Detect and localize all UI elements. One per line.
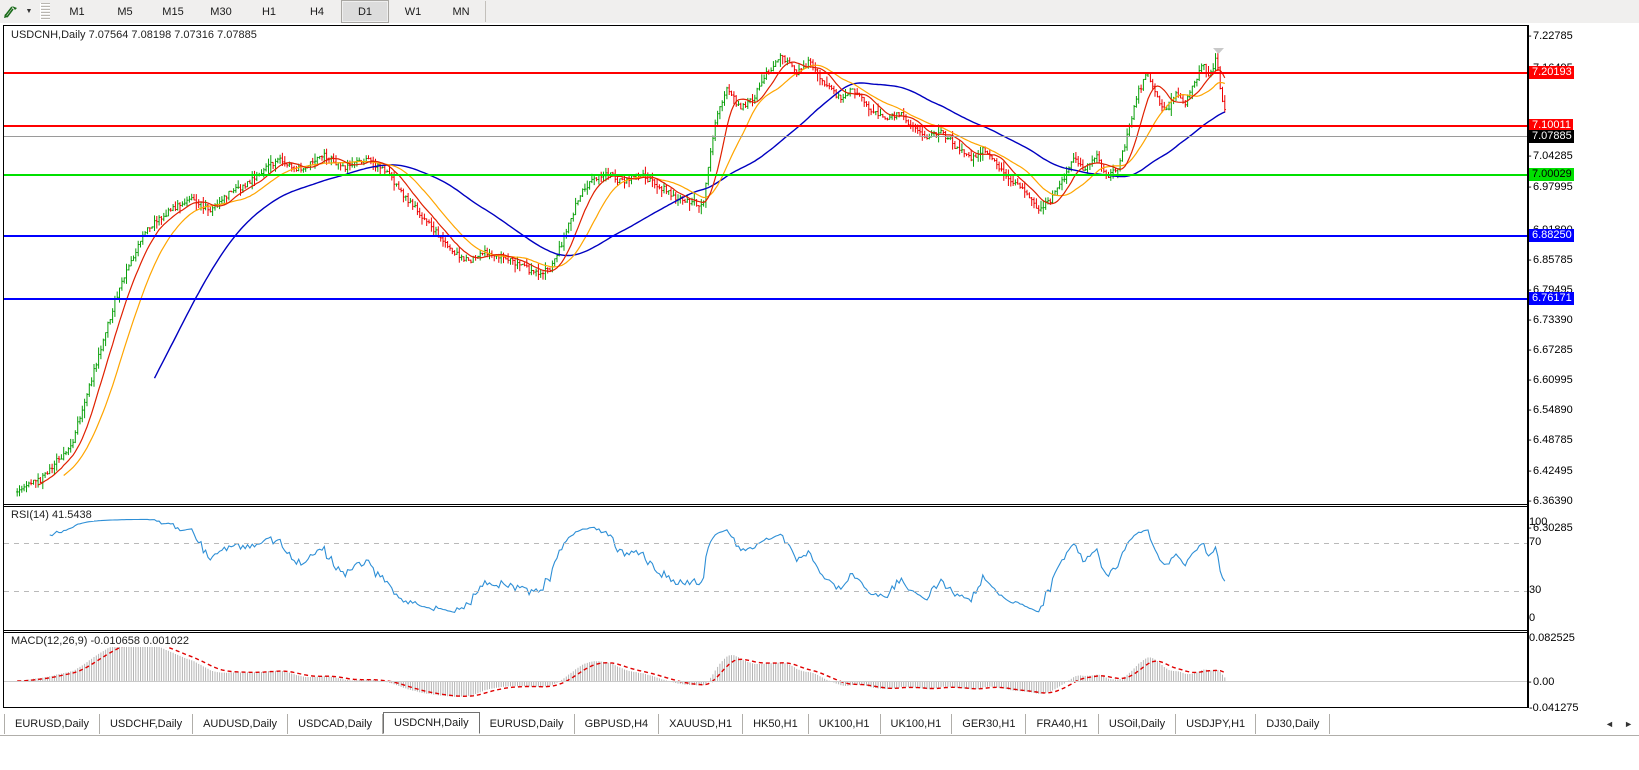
toolbar-drag-handle[interactable]	[40, 3, 50, 20]
macd-tick: 0.082525	[1529, 632, 1575, 644]
timeframe-m5[interactable]: M5	[117, 5, 133, 18]
price-tick: -6.42495	[1528, 465, 1573, 477]
price-tick: -6.79495	[1528, 284, 1573, 296]
timeframe-m1[interactable]: M1	[69, 5, 85, 18]
chart-area[interactable]: USDCNH,Daily 7.07564 7.08198 7.07316 7.0…	[0, 23, 1639, 723]
price-tick: -6.54890	[1528, 404, 1573, 416]
tab-usdchf-daily[interactable]: USDCHF,Daily	[100, 714, 194, 734]
tab-prev-icon[interactable]: ◄	[1605, 719, 1614, 729]
price-tick: -6.48785	[1528, 434, 1573, 446]
macd-pane[interactable]: MACD(12,26,9) -0.010658 0.001022	[4, 632, 1527, 707]
cursor-crosshair-icon[interactable]	[0, 1, 22, 22]
tab-uk100-h1-2[interactable]: UK100,H1	[881, 714, 953, 734]
rsi-tick: 100	[1529, 516, 1548, 528]
main-toolbar: ▼ M1 M5 M15 M30 H1 H4 D1 W1 MN	[0, 0, 1639, 24]
macd-tick: -0.00	[1528, 676, 1555, 688]
price-tick: -6.67285	[1528, 344, 1573, 356]
tab-usdjpy-h1[interactable]: USDJPY,H1	[1176, 714, 1257, 734]
level-line-6.88250[interactable]	[4, 235, 1527, 237]
macd-zero-line	[4, 681, 1527, 682]
level-label-7.10011[interactable]: 7.10011	[1529, 119, 1573, 132]
rsi-pane[interactable]: RSI(14) 41.5438	[4, 506, 1527, 632]
chart-plot[interactable]: USDCNH,Daily 7.07564 7.08198 7.07316 7.0…	[3, 25, 1528, 708]
level-line-7.07885[interactable]	[4, 136, 1527, 137]
chart-tabbar: EURUSD,Daily USDCHF,Daily AUDUSD,Daily U…	[0, 712, 1639, 770]
price-tick: -6.30285	[1528, 522, 1573, 534]
price-tick: -6.60995	[1528, 374, 1573, 386]
rsi-tick: 0	[1529, 612, 1536, 624]
tab-usdcad-daily[interactable]: USDCAD,Daily	[288, 714, 384, 734]
tab-eurusd-daily-2[interactable]: EURUSD,Daily	[480, 714, 575, 734]
rsi-label: RSI(14) 41.5438	[9, 509, 94, 521]
level-label-7.00029[interactable]: 7.00029	[1529, 168, 1574, 181]
tab-usoil-daily[interactable]: USOil,Daily	[1099, 714, 1177, 734]
tab-next-icon[interactable]: ►	[1624, 719, 1633, 729]
price-axis[interactable]: -7.22785 -7.16495 -7.04285 -6.97995 -6.9…	[1528, 25, 1636, 714]
axis-line	[1528, 25, 1529, 708]
tab-xauusd-h1[interactable]: XAUUSD,H1	[659, 714, 744, 734]
current-price-label[interactable]: 7.07885	[1529, 130, 1574, 143]
toolbar-empty-area	[485, 1, 1639, 22]
timeframe-m15[interactable]: M15	[162, 5, 184, 18]
price-tick: -6.36390	[1528, 495, 1573, 507]
timeframe-m30[interactable]: M30	[210, 5, 232, 18]
rsi-line-layer	[49, 518, 1226, 614]
price-tick: -6.73390	[1528, 314, 1573, 326]
timeframe-h1[interactable]: H1	[261, 5, 277, 18]
tab-audusd-daily[interactable]: AUDUSD,Daily	[193, 714, 289, 734]
timeframe-h4[interactable]: H4	[309, 5, 325, 18]
tab-uk100-h1-1[interactable]: UK100,H1	[809, 714, 881, 734]
timeframe-group: M1 M5 M15 M30 H1 H4 D1 W1 MN	[53, 0, 485, 23]
level-line-7.00029[interactable]	[4, 174, 1527, 176]
status-bar	[0, 738, 1639, 770]
tab-navigation[interactable]: ◄ ►	[1605, 716, 1633, 732]
price-tick: -7.04285	[1528, 150, 1573, 162]
level-line-6.76171[interactable]	[4, 298, 1527, 300]
price-tick: -7.22785	[1528, 30, 1573, 42]
tabbar-underline	[0, 735, 1639, 736]
price-candles-layer	[16, 52, 1226, 497]
price-tick: -6.97995	[1528, 181, 1573, 193]
price-pane[interactable]: USDCNH,Daily 7.07564 7.08198 7.07316 7.0…	[4, 26, 1527, 504]
tab-dj30-daily[interactable]: DJ30,Daily	[1256, 714, 1331, 734]
rsi-tick: 70	[1529, 536, 1542, 548]
chevron-down-icon[interactable]: ▼	[25, 8, 33, 15]
tab-eurusd-daily-1[interactable]: EURUSD,Daily	[4, 714, 100, 734]
level-label-7.20193[interactable]: 7.20193	[1529, 66, 1574, 79]
level-line-7.10011[interactable]	[4, 125, 1527, 127]
timeframe-d1[interactable]: D1	[341, 0, 389, 23]
tabstrip[interactable]: EURUSD,Daily USDCHF,Daily AUDUSD,Daily U…	[4, 712, 1331, 736]
tab-fra40-h1[interactable]: FRA40,H1	[1026, 714, 1099, 734]
level-line-7.20193[interactable]	[4, 72, 1527, 74]
timeframe-mn[interactable]: MN	[452, 5, 470, 18]
chart-title: USDCNH,Daily 7.07564 7.08198 7.07316 7.0…	[9, 29, 259, 41]
rsi-tick: 30	[1529, 584, 1542, 596]
rsi-level-30	[4, 591, 1527, 592]
macd-tick: -0.041275	[1529, 702, 1579, 714]
tab-hk50-h1[interactable]: HK50,H1	[743, 714, 809, 734]
timeframe-w1[interactable]: W1	[404, 5, 422, 18]
macd-layer	[17, 641, 1226, 698]
macd-label: MACD(12,26,9) -0.010658 0.001022	[9, 635, 191, 647]
chart-scroll-marker	[1213, 48, 1224, 54]
tab-ger30-h1[interactable]: GER30,H1	[952, 714, 1027, 734]
tab-gbpusd-h4[interactable]: GBPUSD,H4	[575, 714, 660, 734]
rsi-level-70	[4, 543, 1527, 544]
level-label-6.88250[interactable]: 6.88250	[1529, 229, 1574, 242]
tab-usdcnh-daily[interactable]: USDCNH,Daily	[383, 712, 480, 734]
price-tick: -6.85785	[1528, 254, 1573, 266]
level-label-6.76171[interactable]: 6.76171	[1529, 292, 1574, 305]
